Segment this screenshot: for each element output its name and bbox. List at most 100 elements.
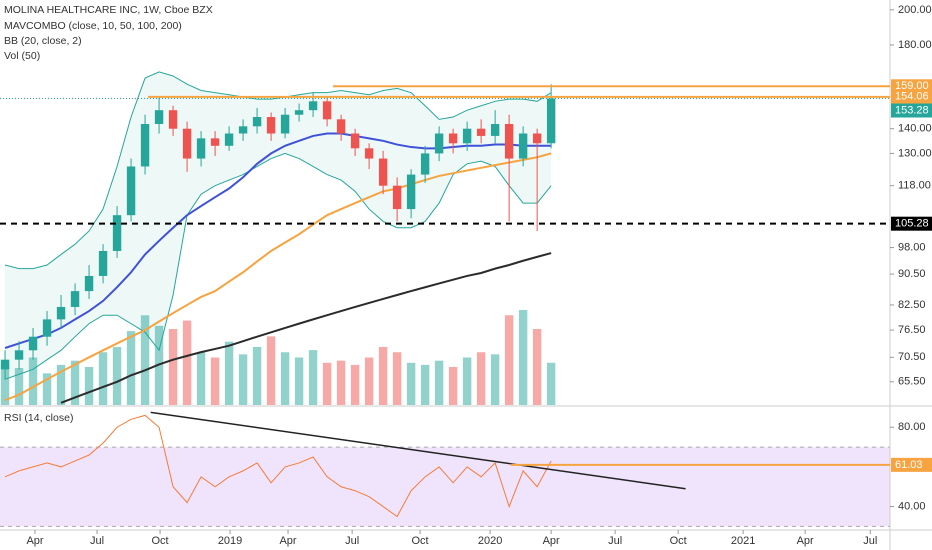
- x-tick-label: Jul: [608, 535, 622, 547]
- volume-bar: [56, 364, 66, 405]
- volume-bar: [42, 373, 52, 405]
- candle-body: [406, 174, 416, 210]
- volume-bar: [476, 352, 486, 405]
- volume-bar: [490, 354, 500, 405]
- volume-bar: [336, 360, 346, 405]
- rsi-band: [0, 447, 890, 527]
- candle-body: [364, 148, 374, 159]
- candle-body: [196, 138, 206, 159]
- level-label-box: [891, 89, 932, 104]
- rsi-level-label-box: [891, 457, 932, 472]
- volume-bar: [210, 357, 220, 405]
- candle-body: [98, 250, 108, 276]
- indicator-label: Vol (50): [4, 50, 40, 62]
- rsi-trendline: [150, 411, 686, 490]
- rsi-y-tick-label: 80.00: [898, 421, 926, 433]
- volume-bar: [294, 357, 304, 405]
- rsi-level-label: 61.03: [895, 459, 923, 471]
- candle-body: [350, 133, 360, 149]
- y-tick-label: 70.50: [898, 351, 926, 363]
- marks: [0, 71, 890, 527]
- candle-body: [448, 133, 458, 144]
- y-tick-label: 200.00: [898, 4, 932, 16]
- y-tick-label: 65.50: [898, 376, 926, 388]
- candle-body: [322, 101, 332, 120]
- y-tick-label: 118.00: [898, 180, 931, 192]
- volume-bar: [532, 329, 542, 405]
- volume-bar: [518, 310, 528, 405]
- volume-bar: [266, 336, 276, 405]
- candle-body: [294, 110, 304, 115]
- x-tick-label: Apr: [543, 535, 560, 547]
- x-tick-label: Jul: [863, 535, 877, 547]
- volume-bar: [252, 346, 262, 405]
- volume-bar: [308, 350, 318, 405]
- candle-body: [308, 101, 318, 111]
- candle-body: [70, 291, 80, 307]
- rsi-y-tick-label: 40.00: [898, 500, 926, 512]
- x-tick-label: 2020: [478, 535, 502, 547]
- x-tick-label: Oct: [151, 535, 168, 547]
- volume-bar: [322, 362, 332, 405]
- volume-bar: [112, 346, 122, 405]
- candle-body: [182, 128, 192, 159]
- level-label-box: [891, 216, 932, 231]
- candle-body: [252, 117, 262, 127]
- volume-bar: [14, 368, 24, 405]
- rsi-line: [4, 414, 552, 518]
- y-tick-label: 130.00: [898, 147, 932, 159]
- ma-line: [60, 252, 552, 404]
- candle-body: [42, 319, 52, 337]
- volume-bar: [126, 331, 136, 405]
- level-label-box: [891, 79, 932, 94]
- band-line: [4, 71, 552, 270]
- volume-bar: [168, 329, 178, 405]
- candle-body: [0, 359, 10, 370]
- volume-bar: [28, 357, 38, 405]
- volume-bar: [350, 364, 360, 405]
- volume-bar: [196, 352, 206, 405]
- y-tick-label: 76.50: [898, 324, 926, 336]
- candle-body: [476, 128, 486, 136]
- candle-body: [280, 114, 290, 134]
- candle-body: [266, 117, 276, 134]
- y-tick-label: 98.00: [898, 241, 926, 253]
- volume-bar: [140, 315, 150, 405]
- volume-bar: [98, 352, 108, 405]
- candle-body: [224, 133, 234, 146]
- volume-bar: [70, 360, 80, 405]
- volume-bar: [504, 315, 514, 405]
- last-price-label-box: [891, 103, 932, 118]
- candle-body: [378, 158, 388, 186]
- ma-line: [4, 132, 552, 349]
- candle-body: [336, 119, 346, 134]
- candle-body: [546, 98, 556, 144]
- x-tick-label: 2019: [218, 535, 242, 547]
- indicator-label: RSI (14, close): [4, 412, 73, 424]
- candle-body: [140, 123, 150, 167]
- candle-body: [168, 110, 178, 129]
- x-tick-label: Oct: [670, 535, 687, 547]
- volume-bar: [392, 352, 402, 405]
- volume-bar: [378, 346, 388, 405]
- candle-body: [84, 275, 94, 292]
- volume-bar: [0, 362, 10, 405]
- x-tick-label: Jul: [345, 535, 359, 547]
- indicator-label: BB (20, close, 2): [4, 35, 82, 47]
- candle-body: [56, 306, 66, 320]
- candle-body: [112, 215, 122, 251]
- last-price-label: 153.28: [895, 104, 929, 116]
- candle-body: [462, 128, 472, 144]
- volume-bar: [224, 341, 234, 405]
- candle-body: [210, 138, 220, 146]
- level-label: 105.28: [895, 218, 929, 230]
- y-tick-label: 180.00: [898, 39, 932, 51]
- indicator-label: MAVCOMBO (close, 10, 50, 100, 200): [4, 20, 182, 32]
- x-tick-label: 2021: [731, 535, 755, 547]
- volume-bar: [238, 354, 248, 405]
- volume-bar: [182, 320, 192, 405]
- candle-body: [532, 133, 542, 144]
- x-tick-label: Apr: [279, 535, 296, 547]
- chart-title: MOLINA HEALTHCARE INC, 1W, Cboe BZX: [4, 4, 213, 16]
- candle-body: [392, 185, 402, 210]
